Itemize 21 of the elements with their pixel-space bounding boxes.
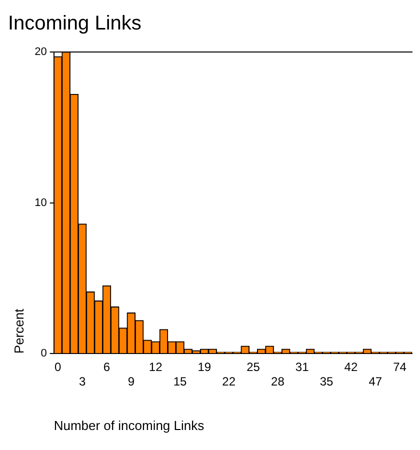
x-tick-label: 6 xyxy=(103,360,110,374)
x-tick-label: 15 xyxy=(173,374,187,389)
x-tick-label: 74 xyxy=(393,360,407,374)
x-axis-title: Number of incoming Links xyxy=(54,418,205,433)
x-tick-label: 25 xyxy=(246,360,260,374)
y-tick-label: 0 xyxy=(40,348,47,360)
x-tick-label: 22 xyxy=(222,374,236,389)
x-tick-label: 31 xyxy=(295,360,310,374)
y-tick-label: 20 xyxy=(34,46,47,58)
x-tick-label: 19 xyxy=(198,360,212,374)
chart-title: Incoming Links xyxy=(8,12,142,35)
x-tick-label: 35 xyxy=(320,374,334,389)
y-tick-label: 10 xyxy=(34,196,47,209)
x-tick-label: 42 xyxy=(344,360,358,374)
x-tick-label: 9 xyxy=(128,374,135,389)
x-tick-label: 3 xyxy=(78,374,86,389)
y-axis-title: Percent xyxy=(11,308,26,354)
x-tick-label: 12 xyxy=(148,360,163,374)
x-tick-label: 0 xyxy=(54,360,62,374)
x-tick-label: 28 xyxy=(271,374,285,389)
x-tick-label: 47 xyxy=(368,374,382,389)
